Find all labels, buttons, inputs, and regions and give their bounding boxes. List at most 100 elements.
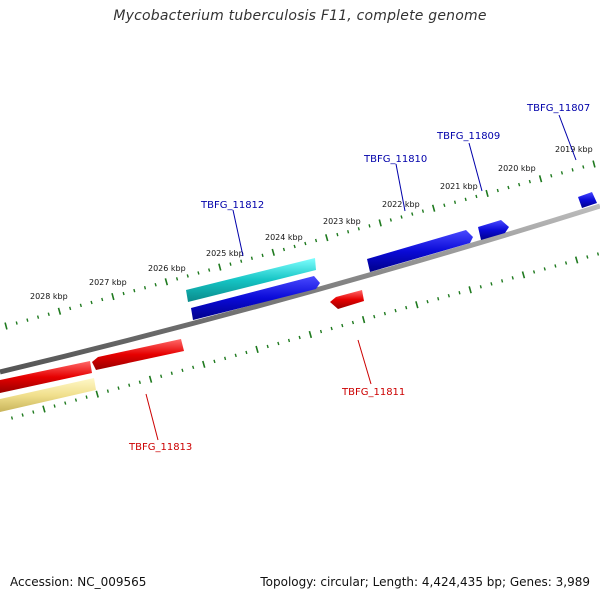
minor-tick (586, 255, 589, 259)
minor-tick (550, 174, 553, 178)
callout-line-TBFG_11813 (145, 393, 159, 441)
callout-line-TBFG_11812 (232, 209, 244, 257)
minor-tick (266, 344, 269, 349)
minor-tick (261, 253, 264, 258)
gene-TBFG_11807[interactable] (578, 192, 597, 208)
minor-tick (351, 320, 355, 325)
minor-tick (154, 283, 157, 287)
minor-tick (582, 165, 585, 169)
minor-tick (186, 274, 189, 278)
callout-line-TBFG_11810 (395, 163, 406, 212)
minor-tick (79, 303, 82, 308)
scale-label-2023: 2023 kbp (323, 217, 361, 226)
minor-tick (490, 282, 493, 286)
gene-label-TBFG_11807[interactable]: TBFG_11807 (526, 103, 590, 114)
scale-label-2020: 2020 kbp (498, 164, 536, 173)
minor-tick (319, 329, 323, 334)
minor-tick (596, 252, 600, 256)
scale-label-2027: 2027 kbp (89, 278, 127, 287)
scale-label-2024: 2024 kbp (265, 233, 303, 242)
minor-tick (400, 215, 403, 219)
scale-labels: 2019 kbp 2020 kbp 2021 kbp 2022 kbp 2023… (30, 145, 593, 301)
gene-label-TBFG_11810[interactable]: TBFG_11810 (363, 154, 427, 165)
minor-tick (175, 277, 179, 281)
major-tick (378, 219, 382, 227)
minor-tick (447, 294, 450, 298)
major-tick (592, 160, 596, 168)
minor-tick (464, 197, 467, 202)
gene-reverse-2025-2026[interactable] (92, 339, 184, 370)
minor-tick (518, 182, 521, 187)
minor-tick (36, 315, 40, 319)
minor-tick (458, 291, 461, 295)
minor-tick (21, 413, 24, 417)
minor-tick (250, 256, 253, 260)
callout-line-TBFG_11811 (357, 339, 372, 385)
minor-tick (32, 410, 35, 414)
minor-tick (74, 398, 78, 402)
minor-tick (160, 374, 163, 378)
callout-line-TBFG_11807 (558, 114, 577, 161)
minor-tick (421, 209, 425, 213)
minor-tick (10, 416, 14, 420)
minor-tick (213, 359, 216, 364)
scale-label-2028: 2028 kbp (30, 292, 68, 301)
gene-label-TBFG_11812[interactable]: TBFG_11812 (200, 200, 264, 211)
minor-tick (571, 168, 574, 172)
gene-forward-2024-2025[interactable] (191, 276, 320, 320)
gene-TBFG_11811[interactable] (330, 290, 364, 309)
minor-tick (106, 389, 109, 393)
inner-tick-track (10, 252, 600, 420)
gene-labels: TBFG_11807 TBFG_11809 TBFG_11810 TBFG_11… (128, 103, 590, 453)
minor-tick (85, 395, 88, 399)
gene-TBFG_11810[interactable] (367, 230, 473, 272)
genome-backbone (0, 203, 600, 375)
major-tick (325, 234, 329, 242)
minor-tick (479, 285, 482, 289)
map-title: Mycobacterium tuberculosis F11, complete… (113, 8, 487, 24)
minor-tick (341, 323, 344, 328)
major-tick (148, 375, 153, 383)
minor-tick (411, 212, 414, 216)
minor-tick (475, 194, 478, 199)
minor-tick (453, 200, 457, 204)
gene-label-TBFG_11811[interactable]: TBFG_11811 (341, 387, 405, 398)
minor-tick (532, 270, 536, 274)
minor-tick (53, 404, 56, 408)
gene-label-TBFG_11809[interactable]: TBFG_11809 (436, 131, 500, 142)
major-tick (485, 189, 489, 198)
minor-tick (389, 218, 392, 222)
minor-tick (304, 241, 307, 246)
scale-label-2021: 2021 kbp (440, 182, 478, 191)
major-tick (95, 390, 99, 398)
major-tick (468, 286, 472, 294)
minor-tick (383, 311, 386, 316)
minor-tick (507, 185, 510, 190)
minor-tick (181, 368, 184, 373)
gene-TBFG_11812[interactable] (186, 258, 316, 302)
major-tick (4, 322, 8, 330)
major-tick (202, 360, 206, 368)
minor-tick (564, 261, 568, 265)
major-tick (521, 271, 526, 279)
minor-tick (122, 291, 125, 296)
gene-TBFG_11809[interactable] (478, 220, 509, 240)
minor-tick (117, 386, 120, 390)
gene-reverse-2027-2028[interactable] (0, 361, 92, 393)
gene-TBFG_11813[interactable] (0, 378, 96, 412)
scale-label-2025: 2025 kbp (206, 249, 244, 258)
major-tick (164, 278, 169, 286)
major-tick (308, 330, 313, 339)
gene-label-TBFG_11813[interactable]: TBFG_11813 (128, 442, 192, 453)
minor-tick (426, 299, 429, 304)
major-tick (57, 307, 62, 315)
minor-tick (101, 297, 104, 302)
minor-tick (405, 305, 408, 310)
minor-tick (143, 286, 147, 290)
minor-tick (496, 188, 499, 193)
minor-tick (373, 314, 376, 319)
minor-tick (224, 356, 227, 361)
minor-tick (197, 271, 200, 275)
minor-tick (314, 238, 318, 243)
